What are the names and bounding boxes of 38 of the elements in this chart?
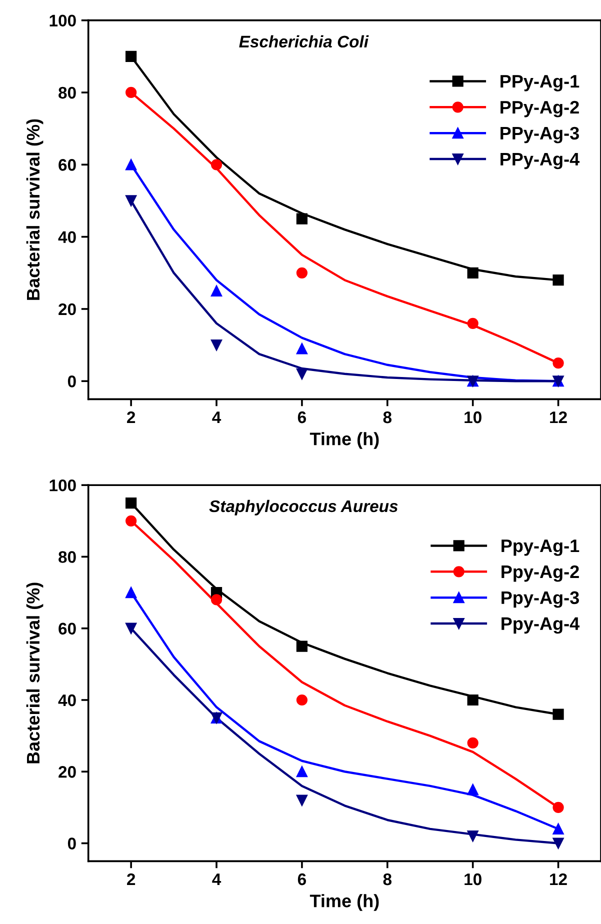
y-tick-label: 60 [58,622,76,635]
y-tick-label: 0 [68,376,76,388]
x-tick-label: 8 [383,873,392,886]
y-tick-label: 80 [58,551,76,563]
legend-label: Ppy-Ag-4 [502,617,580,634]
y-tick-label: 100 [50,14,76,27]
text: Escherichia Coli [239,35,369,48]
x-tick-label: 4 [212,412,222,424]
y-tick-label: 40 [58,694,76,706]
y-axis-title: Bacterial survival (%) [26,119,44,300]
y-tick-label: 80 [58,86,76,99]
legend-label: PPy-Ag-4 [500,152,580,170]
x-axis-title: Time (h) [310,432,379,449]
legend-label: Ppy-Ag-3 [502,591,579,608]
y-tick-label: 0 [68,838,76,850]
y-tick-label: 20 [58,303,76,316]
text: Staphylococcus Aureus [209,500,398,516]
y-axis-title: Bacterial survival (%) [26,582,44,764]
legend-label: PPy-Ag-3 [500,126,579,144]
x-tick-label: 12 [550,411,567,424]
x-tick-label: 12 [550,873,567,886]
x-tick-label: 8 [383,411,392,424]
x-tick-label: 2 [127,873,136,886]
x-tick-label: 6 [298,411,306,424]
y-tick-label: 20 [58,766,76,778]
y-tick-label: 40 [58,231,76,244]
x-tick-label: 10 [464,873,482,886]
legend-label: PPy-Ag-1 [500,75,580,92]
legend-label: PPy-Ag-2 [500,100,579,118]
x-tick-label: 6 [298,873,306,886]
x-axis-title: Time (h) [310,894,379,911]
y-tick-label: 60 [58,159,76,171]
legend-label: Ppy-Ag-1 [502,540,580,556]
x-tick-label: 4 [212,874,222,886]
x-tick-label: 10 [464,411,482,424]
x-tick-label: 2 [127,411,136,424]
y-tick-label: 100 [50,480,76,492]
legend-label: Ppy-Ag-2 [502,565,579,582]
